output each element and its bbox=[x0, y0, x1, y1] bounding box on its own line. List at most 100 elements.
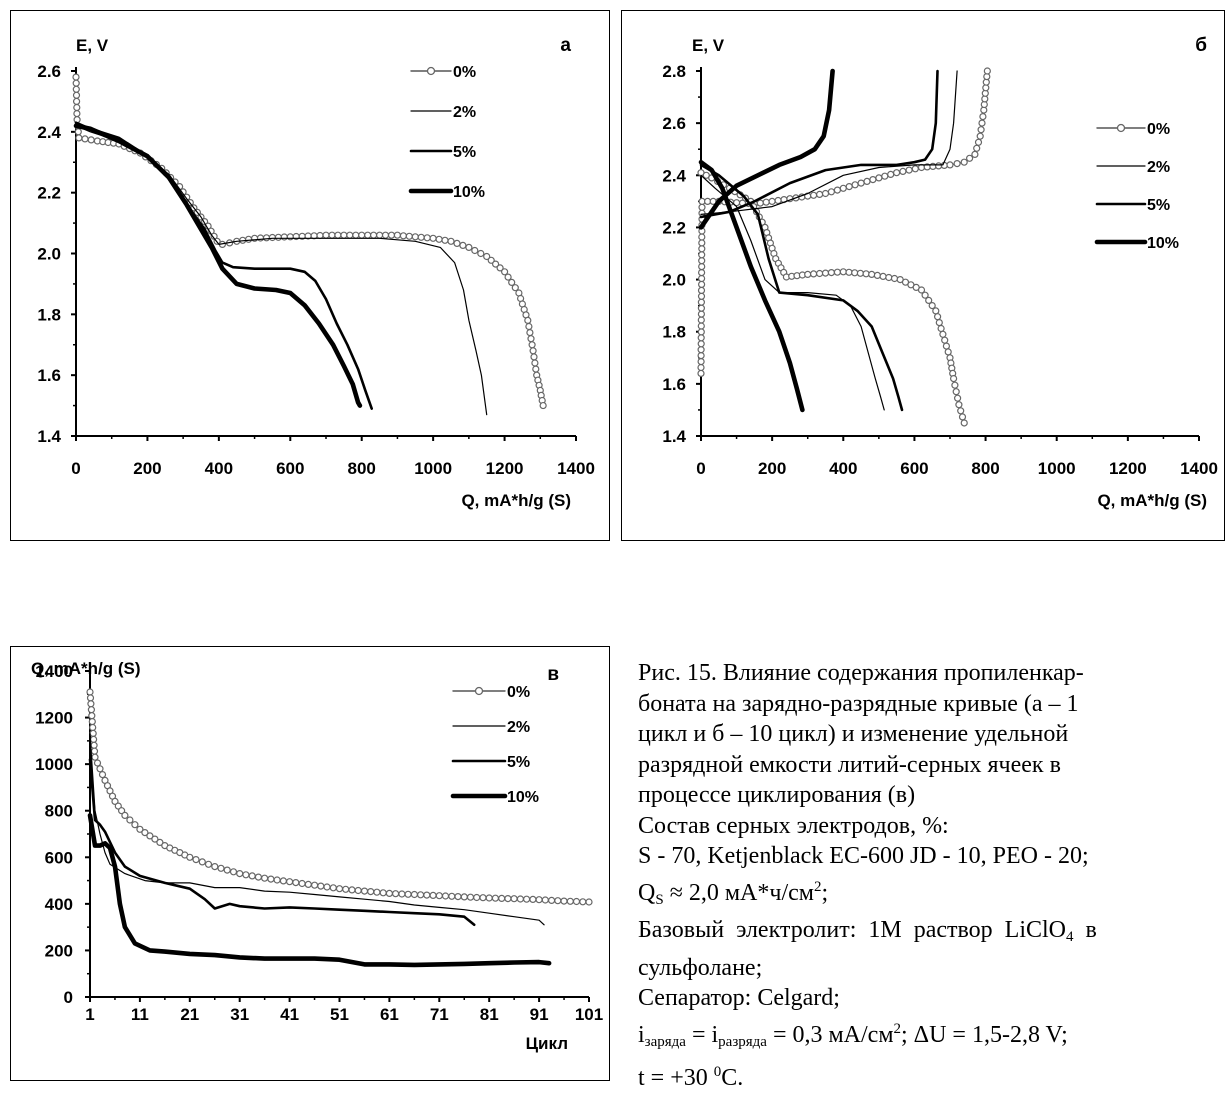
data-point-0pct bbox=[392, 890, 400, 898]
data-point-0pct bbox=[379, 889, 387, 897]
data-point-0pct bbox=[935, 162, 943, 170]
x-tick-label: 1200 bbox=[1109, 459, 1147, 478]
caption-line: t = +30 0C. bbox=[638, 1057, 1223, 1094]
data-point-0pct bbox=[983, 67, 991, 75]
data-point-0pct bbox=[280, 233, 288, 241]
data-point-0pct bbox=[460, 893, 468, 901]
data-point-0pct bbox=[979, 112, 987, 121]
data-point-0pct bbox=[373, 888, 381, 896]
data-point-0pct bbox=[210, 232, 218, 240]
data-point-0pct bbox=[501, 268, 509, 276]
data-point-0pct bbox=[90, 747, 99, 755]
legend-label-10pct: 10% bbox=[507, 789, 539, 806]
data-point-0pct bbox=[256, 234, 265, 242]
x-tick-label: 91 bbox=[530, 1005, 549, 1024]
data-point-0pct bbox=[973, 144, 981, 152]
data-point-0pct bbox=[367, 888, 375, 896]
data-point-0pct bbox=[560, 897, 568, 905]
data-point-0pct bbox=[977, 126, 985, 134]
data-point-0pct bbox=[804, 270, 812, 278]
legend-label-2pct: 2% bbox=[1147, 159, 1170, 176]
figure-caption: Рис. 15. Влияние содержания пропиленкар-… bbox=[638, 658, 1223, 1094]
data-point-0pct bbox=[944, 348, 952, 356]
data-point-0pct bbox=[899, 167, 907, 175]
data-point-0pct bbox=[423, 234, 431, 242]
y-tick-label: 0 bbox=[64, 988, 73, 1007]
data-point-0pct bbox=[698, 239, 706, 247]
data-point-0pct bbox=[131, 821, 139, 829]
data-point-0pct bbox=[530, 353, 538, 361]
data-point-0pct bbox=[274, 233, 282, 241]
x-tick-label: 1400 bbox=[1180, 459, 1218, 478]
data-point-0pct bbox=[348, 886, 356, 894]
data-point-0pct bbox=[504, 895, 512, 903]
data-point-0pct bbox=[72, 91, 81, 99]
data-point-0pct bbox=[429, 891, 437, 899]
data-point-0pct bbox=[423, 891, 431, 899]
caption-line: Сепаратор: Celgard; bbox=[638, 985, 840, 1011]
data-point-0pct bbox=[248, 872, 256, 880]
data-point-0pct bbox=[491, 894, 499, 902]
data-point-0pct bbox=[698, 233, 706, 241]
data-point-0pct bbox=[487, 256, 495, 264]
y-tick-label: 2.0 bbox=[37, 245, 61, 264]
data-point-0pct bbox=[340, 231, 348, 239]
data-point-0pct bbox=[81, 135, 89, 143]
data-point-0pct bbox=[279, 877, 287, 885]
data-point-0pct bbox=[72, 97, 81, 106]
data-point-0pct bbox=[217, 864, 225, 872]
data-point-0pct bbox=[87, 706, 96, 714]
data-point-0pct bbox=[833, 268, 841, 276]
x-tick-label: 800 bbox=[971, 459, 999, 478]
caption-superscript: 2 bbox=[893, 1020, 902, 1037]
data-point-0pct bbox=[525, 322, 533, 331]
data-point-0pct bbox=[323, 883, 331, 891]
data-point-0pct bbox=[328, 231, 336, 239]
chart-panel-b: 0 200 400 600 800 1000 1200 1400 1.4 1.6 1.8 2.0 2.2… bbox=[621, 10, 1225, 541]
data-point-0pct bbox=[448, 892, 456, 900]
data-point-0pct bbox=[117, 807, 126, 815]
data-point-0pct bbox=[697, 286, 706, 294]
data-point-0pct bbox=[435, 892, 443, 900]
data-point-0pct bbox=[697, 310, 706, 318]
data-point-0pct bbox=[572, 897, 581, 906]
caption-superscript: 2 bbox=[813, 878, 822, 895]
data-point-0pct bbox=[863, 177, 871, 185]
data-point-0pct bbox=[479, 894, 487, 902]
data-point-0pct bbox=[405, 232, 413, 240]
x-tick-label: 101 bbox=[575, 1005, 603, 1024]
caption-line: сульфолане; bbox=[638, 954, 763, 981]
data-point-0pct bbox=[72, 79, 80, 87]
caption-line: Рис. 15. Влияние содержания пропиленкар- bbox=[638, 660, 1084, 686]
legend-label-2pct: 2% bbox=[453, 104, 476, 121]
y-tick-label: 2.6 bbox=[662, 114, 686, 133]
data-point-0pct bbox=[304, 880, 312, 888]
data-point-0pct bbox=[88, 712, 96, 720]
x-axis-title: Q, mA*h/g (S) bbox=[461, 491, 571, 510]
data-point-0pct bbox=[87, 136, 95, 144]
x-tick-label: 31 bbox=[230, 1005, 249, 1024]
data-point-0pct bbox=[151, 835, 159, 843]
data-point-0pct bbox=[447, 237, 455, 245]
legend-label-10pct: 10% bbox=[453, 184, 485, 201]
data-point-0pct bbox=[410, 890, 418, 899]
data-point-0pct bbox=[971, 150, 979, 158]
data-point-0pct bbox=[141, 829, 149, 837]
data-point-0pct bbox=[316, 231, 324, 240]
data-point-0pct bbox=[905, 166, 913, 174]
data-point-0pct bbox=[974, 138, 983, 146]
data-point-0pct bbox=[441, 236, 449, 244]
data-point-0pct bbox=[317, 882, 325, 890]
data-point-0pct bbox=[89, 729, 97, 738]
data-point-0pct bbox=[547, 896, 556, 904]
data-point-0pct bbox=[376, 231, 384, 239]
series-line-10pct bbox=[87, 813, 552, 968]
data-point-0pct bbox=[955, 401, 963, 409]
x-tick-label: 400 bbox=[829, 459, 857, 478]
data-point-0pct bbox=[941, 336, 949, 344]
legend-marker-0pct bbox=[474, 686, 484, 696]
data-point-0pct bbox=[698, 245, 706, 253]
data-point-0pct bbox=[526, 329, 534, 337]
data-point-0pct bbox=[697, 298, 706, 306]
data-point-0pct bbox=[459, 241, 467, 249]
